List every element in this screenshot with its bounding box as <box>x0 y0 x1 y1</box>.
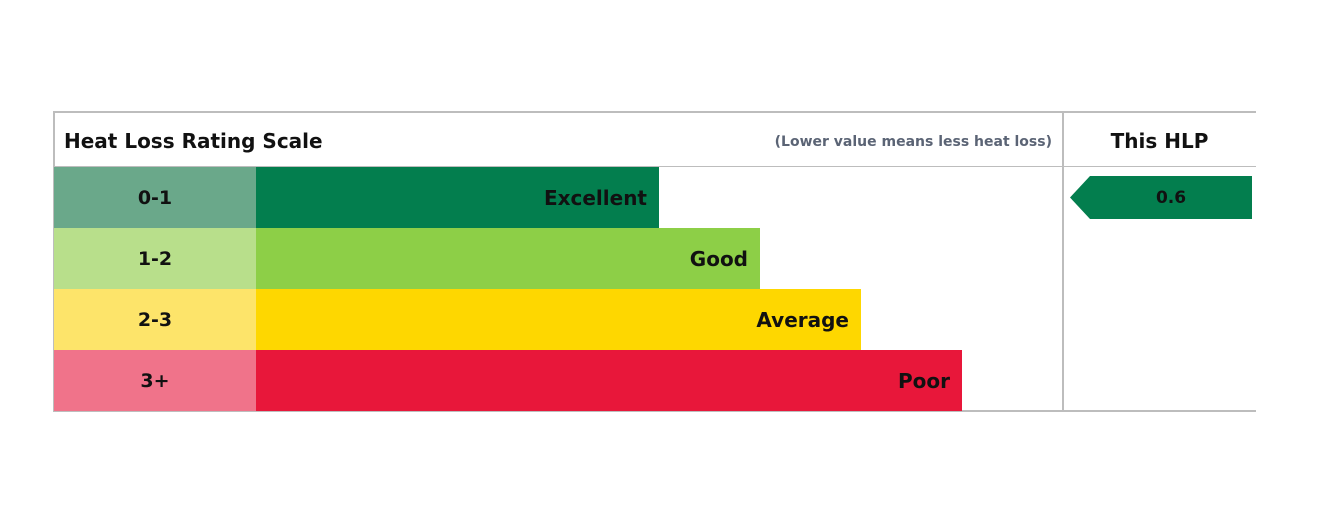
hlp-arrow <box>1070 176 1252 219</box>
hlp-title: This HLP <box>1110 129 1209 153</box>
rating-bar: Average <box>256 289 861 350</box>
range-cell: 0-1 <box>54 167 256 228</box>
scale-note: (Lower value means less heat loss) <box>774 134 1052 150</box>
column-divider <box>1062 111 1064 412</box>
border-top <box>54 111 1256 113</box>
range-cell: 3+ <box>54 350 256 411</box>
border-bottom <box>54 410 1256 412</box>
header-divider <box>54 166 1256 167</box>
hlp-value: 0.6 <box>1155 187 1187 208</box>
scale-title: Heat Loss Rating Scale <box>64 129 323 153</box>
range-cell: 1-2 <box>54 228 256 289</box>
rating-bar: Poor <box>256 350 962 411</box>
range-cell: 2-3 <box>54 289 256 350</box>
rating-bar: Excellent <box>256 167 659 228</box>
rating-bar: Good <box>256 228 760 289</box>
hlp-arrow-shape <box>1070 176 1252 219</box>
